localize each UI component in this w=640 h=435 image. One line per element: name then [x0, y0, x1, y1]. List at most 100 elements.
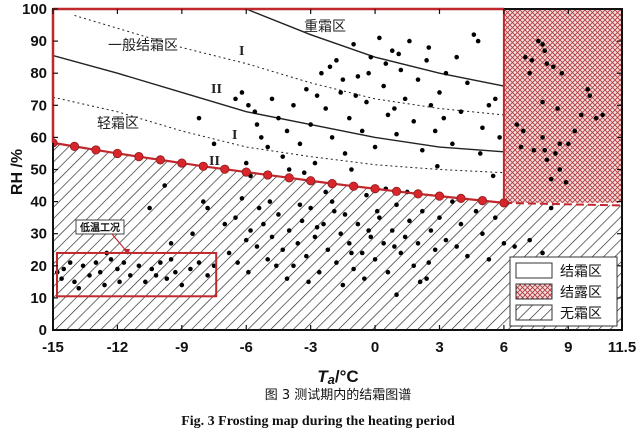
data-point [512, 244, 517, 249]
data-point [542, 48, 548, 54]
data-point [168, 241, 174, 246]
data-point [276, 115, 281, 121]
legend-swatch-frost [515, 262, 553, 279]
data-point [407, 38, 412, 44]
data-point [398, 250, 404, 256]
data-point [402, 234, 408, 240]
data-point [153, 273, 159, 278]
data-point [291, 263, 296, 269]
data-point [340, 282, 346, 288]
label-heavy-frost: 重霜区 [304, 19, 346, 35]
y-tick-label: 50 [30, 162, 47, 179]
data-point [394, 202, 399, 208]
data-point [540, 99, 545, 105]
data-point [518, 144, 524, 150]
data-point [306, 279, 311, 285]
caption-chinese: 图 3 测试期内的结霜图谱 [265, 387, 412, 403]
frost-boundary-marker [112, 148, 123, 159]
data-point [276, 212, 281, 217]
data-point [383, 61, 389, 66]
data-point [428, 103, 434, 108]
data-point [226, 250, 232, 256]
data-point [548, 205, 554, 211]
frost-boundary-marker [263, 170, 273, 180]
data-point [143, 279, 148, 285]
data-point [286, 167, 292, 172]
data-point [168, 257, 174, 262]
data-point [441, 115, 447, 121]
data-point [67, 260, 73, 265]
data-point [254, 244, 260, 249]
dew-zone [503, 9, 622, 203]
frost-boundary [53, 138, 622, 208]
data-point [523, 54, 528, 60]
data-point [555, 106, 560, 111]
data-point [471, 32, 477, 37]
data-point [394, 292, 399, 297]
legend-swatch-dew [515, 283, 553, 300]
data-point [351, 42, 356, 47]
legend-label-dew: 结露区 [560, 285, 602, 301]
data-point [450, 141, 455, 147]
frost-boundary-marker [284, 173, 294, 183]
y-tick-label: 90 [30, 33, 47, 50]
caption-english: Fig. 3 Frosting map during the heating p… [181, 414, 455, 429]
data-point [304, 253, 309, 259]
data-point [340, 77, 346, 82]
data-point [190, 231, 195, 236]
data-point [61, 266, 67, 272]
data-point [578, 112, 584, 118]
data-point [256, 205, 262, 211]
data-point [338, 231, 344, 236]
curve-solid-2 [53, 54, 504, 153]
data-point [454, 244, 459, 249]
data-point [381, 83, 386, 89]
data-point [147, 205, 152, 211]
data-point [486, 103, 492, 108]
data-point [235, 260, 240, 265]
data-point [304, 86, 309, 92]
data-point [368, 54, 374, 60]
data-point [323, 106, 328, 111]
data-point [246, 103, 251, 108]
data-point [233, 215, 238, 220]
label-roman-2b: II [209, 154, 220, 169]
frost-boundary-line [53, 141, 505, 204]
data-point [243, 160, 249, 166]
data-point [493, 96, 498, 102]
data-point [424, 276, 429, 281]
data-point [527, 70, 532, 76]
data-point [316, 269, 322, 275]
data-point [325, 247, 331, 253]
data-point [359, 128, 365, 134]
data-point [415, 77, 421, 82]
data-point [420, 208, 425, 214]
low-temp-arrowhead [123, 249, 130, 255]
x-axis-label-sub: a [328, 372, 335, 387]
data-point [458, 109, 464, 115]
data-point [355, 221, 361, 227]
x-axis-label-unit: /°C [335, 367, 359, 386]
y-tick-label: 0 [39, 322, 47, 339]
frost-boundary-marker [69, 141, 80, 151]
axis-ticks: -15 -12 -9 -6 -3 0 3 6 9 11.5 0 10 20 30 40 50 60 70 80 90 1… [22, 1, 636, 356]
label-roman-1b: I [232, 128, 237, 143]
y-tick-label: 30 [30, 226, 47, 243]
legend-swatch-nofrost [515, 304, 553, 321]
label-general-frost: 一般结霜区 [108, 38, 178, 54]
data-point [428, 228, 434, 233]
y-tick-label: 20 [30, 258, 47, 275]
data-point [377, 35, 382, 41]
data-point [396, 51, 401, 57]
data-point [295, 241, 301, 246]
data-point [76, 285, 82, 291]
data-point [338, 90, 344, 95]
data-point [334, 58, 339, 63]
data-point [162, 183, 167, 188]
data-point [314, 93, 320, 98]
data-point [179, 282, 185, 288]
data-point [269, 234, 275, 240]
data-point [366, 70, 371, 76]
frost-boundary-extension [503, 201, 622, 207]
data-point [368, 234, 374, 240]
